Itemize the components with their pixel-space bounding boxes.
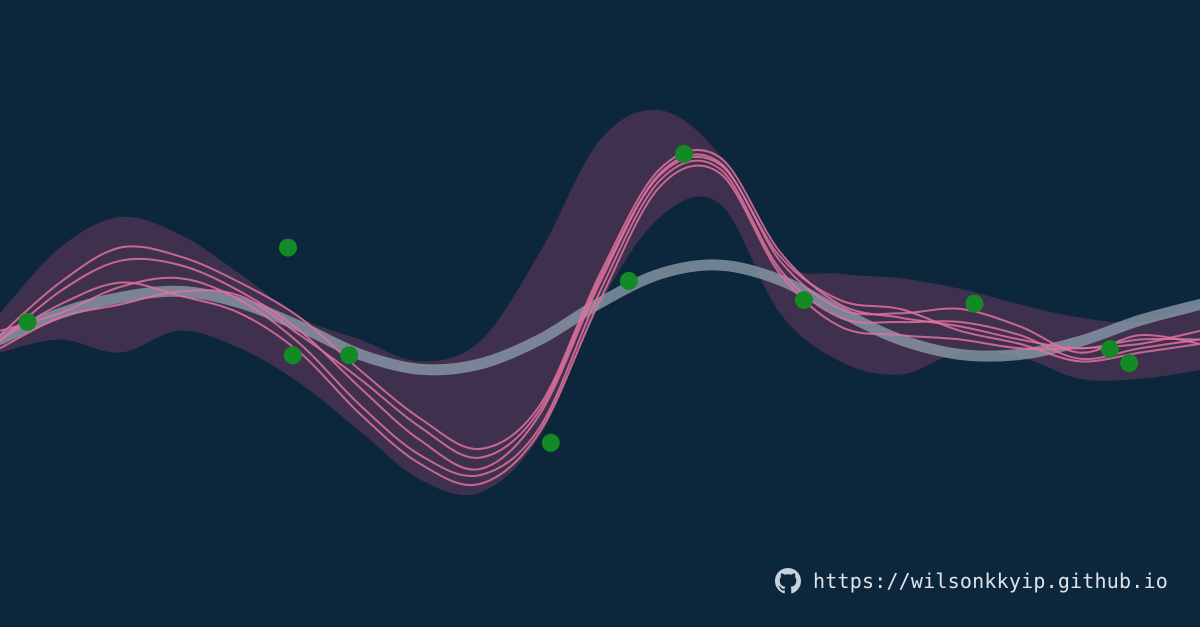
observation-point-4 [340, 346, 359, 365]
sample-curve-1 [0, 148, 1200, 450]
mean-curve [0, 259, 1200, 376]
sample-curve-3 [0, 159, 1200, 478]
observation-point-6 [619, 271, 638, 290]
footer-link[interactable]: https://wilsonkkyip.github.io [775, 568, 1168, 594]
observation-point-8 [795, 291, 813, 310]
observation-point-2 [279, 238, 297, 257]
observation-point-10 [1101, 340, 1119, 359]
observation-point-5 [541, 433, 560, 452]
github-icon [775, 568, 801, 594]
sample-curve-2 [0, 153, 1200, 471]
sample-curve-5 [0, 155, 1200, 459]
observation-point-9 [965, 294, 984, 313]
observation-point-7 [675, 145, 693, 163]
sample-curve-4 [0, 164, 1200, 487]
observation-point-3 [283, 346, 302, 365]
observation-point-11 [1120, 354, 1139, 373]
url-text: https://wilsonkkyip.github.io [813, 569, 1168, 593]
observation-point-1 [18, 313, 37, 331]
